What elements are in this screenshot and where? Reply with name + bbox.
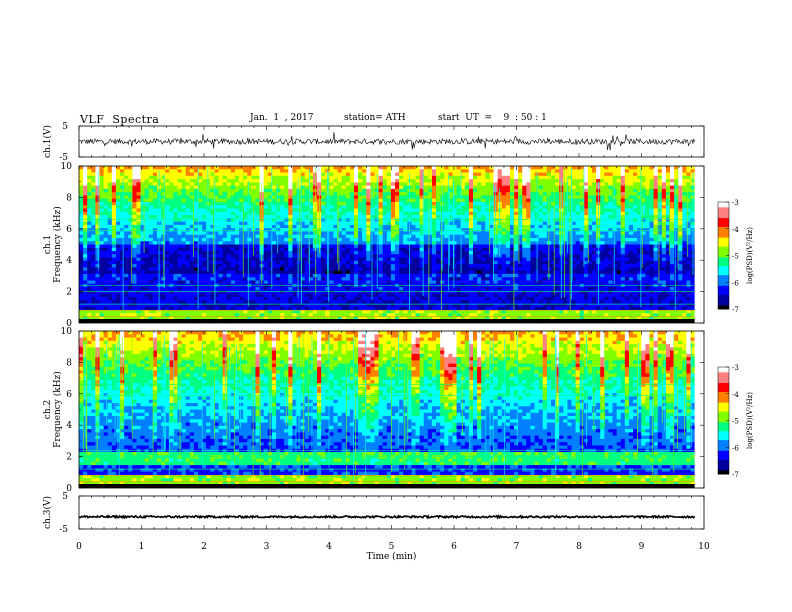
ch1-spectrogram-colorbar: -3 -4 -5 -6 -7 log(PSD)(V²/Hz) — [717, 199, 754, 314]
ch2-spectrogram-colorbar-tick: -5 — [732, 418, 739, 426]
ch3-waveform-ytick: 5 — [62, 492, 68, 502]
x-tick-label: 7 — [514, 542, 520, 552]
ch2-spectrogram — [79, 331, 704, 489]
x-tick-label: 10 — [698, 542, 710, 552]
ch1-spectrogram-ytick: 8 — [66, 193, 72, 203]
ch2-spectrogram-ytick: 6 — [66, 390, 72, 400]
ch2-spectrogram-ylabel: Frequency (kHz) — [52, 371, 63, 448]
ch2-spectrogram-colorbar-tick: -4 — [732, 391, 739, 399]
ch1-waveform-trace — [78, 131, 695, 151]
ch1-spectrogram-ytick: 2 — [66, 288, 72, 298]
ch1-spectrogram-colorbar-label: log(PSD)(V²/Hz) — [746, 227, 754, 284]
figure-title: VLF Spectra — [80, 113, 160, 126]
x-tick-label: 6 — [451, 542, 457, 552]
ch2-spectrogram-ytick: 2 — [66, 453, 72, 463]
ch1-spectrogram-ytick: 4 — [66, 256, 72, 266]
x-tick-label: 9 — [639, 542, 645, 552]
ch3-waveform-frame — [78, 495, 705, 530]
x-axis-label: Time (min) — [367, 551, 417, 562]
ch1-spectrogram-ytick: 0 — [66, 319, 72, 329]
ch2-spectrogram-colorbar-tick: -7 — [732, 471, 739, 479]
ch2-spectrogram-colorbar: -3 -4 -5 -6 -7 log(PSD)(V²/Hz) — [717, 364, 754, 479]
ch2-spectrogram-colorbar-tick: -3 — [732, 364, 739, 372]
x-tick-label: 8 — [576, 542, 582, 552]
ch1-spectrogram-ylabel: Frequency (kHz) — [52, 206, 63, 283]
ch1-spectrogram-colorbar-tick: -3 — [732, 199, 739, 207]
ch2-spectrogram-colorbar-tick: -6 — [732, 444, 739, 452]
ch1-spectrogram-colorbar-tick: -4 — [732, 226, 739, 234]
ch2-spectrogram-ytick: 8 — [66, 358, 72, 368]
ch1-waveform-ytick: 5 — [62, 122, 68, 132]
ch2-spectrogram-ylabel: ch.2 — [43, 400, 53, 419]
x-tick-label: 0 — [76, 542, 82, 552]
ch1-spectrogram-colorbar-tick: -7 — [732, 306, 739, 314]
ch1-waveform-ytick: -5 — [59, 153, 68, 163]
x-tick-label: 4 — [326, 542, 332, 552]
ch1-spectrogram-ytick: 6 — [66, 225, 72, 235]
ch3-waveform-trace — [78, 514, 696, 520]
ch3-waveform-ylabel: ch.3(V) — [42, 496, 53, 529]
ch1-spectrogram-colorbar-tick: -6 — [732, 279, 739, 287]
x-tick-label: 3 — [264, 542, 270, 552]
ch1-waveform-ylabel: ch.1(V) — [42, 125, 53, 158]
start-ut-label: start UT = 9 : 50 : 1 — [438, 113, 547, 123]
date-label: Jan. 1 , 2017 — [250, 113, 314, 123]
ch1-spectrogram — [79, 166, 704, 324]
ch2-spectrogram-ytick: 0 — [66, 484, 72, 494]
ch1-spectrogram-ytick: 10 — [61, 162, 73, 172]
station-label: station= ATH — [344, 113, 406, 123]
ch3-waveform-ytick: -5 — [59, 525, 68, 535]
ch1-spectrogram-colorbar-tick: -5 — [732, 253, 739, 261]
x-tick-label: 1 — [139, 542, 145, 552]
ch2-spectrogram-colorbar-label: log(PSD)(V²/Hz) — [746, 392, 754, 449]
ch2-spectrogram-ytick: 10 — [61, 327, 73, 337]
ch2-spectrogram-ytick: 4 — [66, 421, 72, 431]
x-tick-label: 5 — [389, 542, 395, 552]
ch1-spectrogram-ylabel: ch.1 — [43, 235, 53, 254]
x-tick-label: 2 — [201, 542, 207, 552]
